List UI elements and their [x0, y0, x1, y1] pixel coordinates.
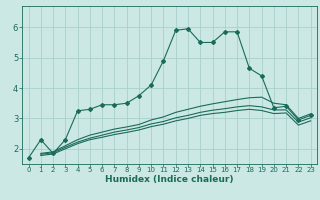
X-axis label: Humidex (Indice chaleur): Humidex (Indice chaleur) — [105, 175, 234, 184]
